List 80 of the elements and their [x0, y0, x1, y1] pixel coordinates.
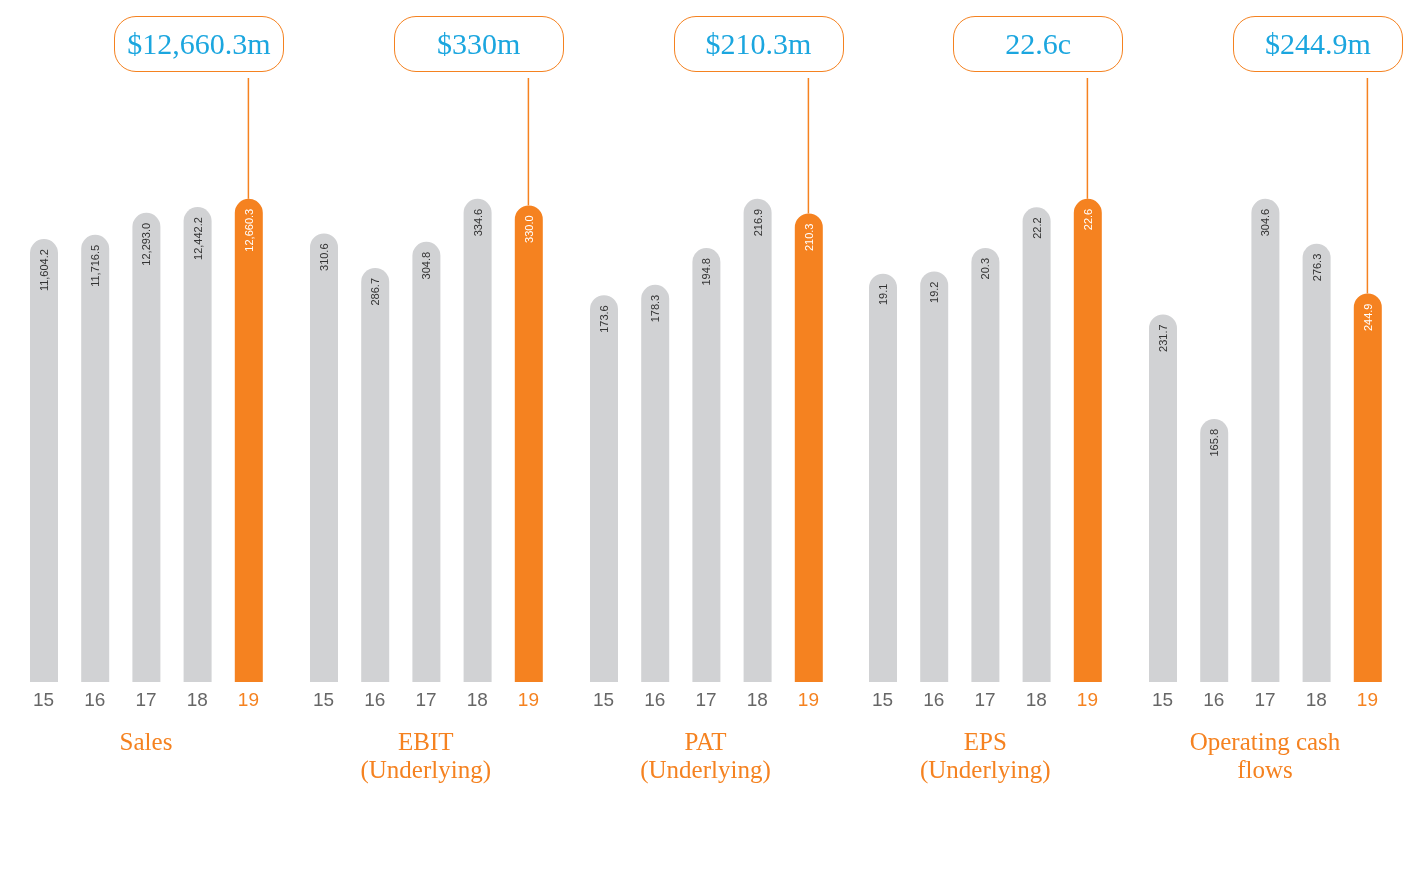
- x-tick-label: 15: [1152, 689, 1174, 710]
- bar: [183, 207, 212, 682]
- x-tick-label: 17: [415, 689, 437, 710]
- data-label: 22.2: [1030, 217, 1043, 239]
- data-label: 19.1: [877, 283, 890, 306]
- data-label: 12,442.2: [191, 217, 204, 260]
- bar: [691, 248, 720, 682]
- annotation: $210.3m: [673, 16, 844, 72]
- bar: [589, 295, 618, 682]
- bar: [869, 273, 898, 682]
- x-tick-label: 18: [1025, 689, 1048, 710]
- x-tick-label: 16: [363, 689, 386, 710]
- x-axis-title: Sales: [118, 728, 174, 756]
- x-tick-label: 15: [592, 689, 614, 710]
- bar: [412, 241, 441, 682]
- data-label: 12,660.3: [242, 208, 255, 252]
- bar: [132, 212, 161, 682]
- data-label: 194.8: [699, 258, 712, 286]
- x-tick-label: 16: [1203, 689, 1225, 710]
- x-tick-label: 18: [186, 689, 208, 710]
- bar: [81, 234, 110, 682]
- bar: [463, 198, 492, 682]
- x-tick-label: 16: [923, 689, 945, 710]
- x-tick-label: 16: [643, 689, 665, 710]
- data-label: 19.2: [928, 281, 941, 303]
- x-tick-label: 18: [1305, 689, 1327, 710]
- annotation: $12,660.3m: [114, 16, 284, 72]
- data-label: 231.7: [1157, 324, 1169, 352]
- x-tick-label: 17: [135, 689, 157, 710]
- bar: [920, 271, 949, 682]
- annotation: $244.9m: [1233, 16, 1403, 72]
- bar: [971, 247, 1000, 682]
- bar: [743, 198, 772, 682]
- bar: [1302, 243, 1331, 682]
- annotation: 22.6c: [953, 16, 1124, 72]
- x-axis-title: Operating cash flows: [1188, 728, 1342, 784]
- data-label: 244.9: [1361, 303, 1374, 332]
- data-label: 173.6: [597, 305, 610, 333]
- x-tick-label: 19: [797, 689, 819, 710]
- x-tick-label: 19: [517, 689, 539, 710]
- data-label: 165.8: [1208, 428, 1221, 457]
- x-tick-label: 19: [1077, 689, 1099, 710]
- x-tick-label: 18: [746, 689, 768, 710]
- data-label: 178.3: [648, 294, 661, 323]
- x-tick-label: 16: [84, 689, 106, 710]
- data-label: 276.3: [1310, 253, 1323, 282]
- data-label: 216.9: [751, 208, 764, 237]
- bar: [1149, 314, 1177, 682]
- bar: [30, 239, 58, 682]
- data-label: 304.8: [420, 251, 433, 280]
- data-label: 310.6: [317, 243, 330, 271]
- x-axis-title: PAT (Underlying): [639, 728, 772, 784]
- x-axis-title: EBIT (Underlying): [359, 728, 492, 784]
- data-label: 330.0: [522, 215, 535, 243]
- data-label: 12,293.0: [140, 222, 153, 266]
- data-label: 286.7: [368, 277, 381, 306]
- data-label: 20.3: [979, 257, 992, 280]
- bar: [1200, 418, 1229, 682]
- x-tick-label: 15: [312, 689, 334, 710]
- data-label: 304.6: [1259, 208, 1272, 237]
- bar: [1022, 207, 1051, 682]
- x-tick-label: 15: [872, 689, 894, 710]
- bar: [360, 267, 389, 682]
- x-tick-label: 19: [1356, 689, 1378, 710]
- data-label: 11,716.5: [89, 244, 102, 287]
- x-axis-title: EPS (Underlying): [919, 728, 1052, 784]
- data-label: 22.6: [1082, 208, 1095, 231]
- annotation: $330m: [393, 16, 564, 72]
- x-tick-label: 17: [694, 689, 717, 710]
- data-label: 210.3: [802, 223, 815, 252]
- x-tick-label: 15: [33, 689, 55, 710]
- x-tick-label: 19: [237, 689, 259, 710]
- bar: [640, 284, 669, 682]
- x-tick-label: 17: [974, 689, 996, 710]
- data-label: 334.6: [471, 208, 484, 237]
- bar: [309, 233, 338, 682]
- x-tick-label: 17: [1254, 689, 1276, 710]
- data-label: 11,604.2: [38, 249, 50, 292]
- bar: [1251, 198, 1280, 682]
- x-tick-label: 18: [466, 689, 488, 710]
